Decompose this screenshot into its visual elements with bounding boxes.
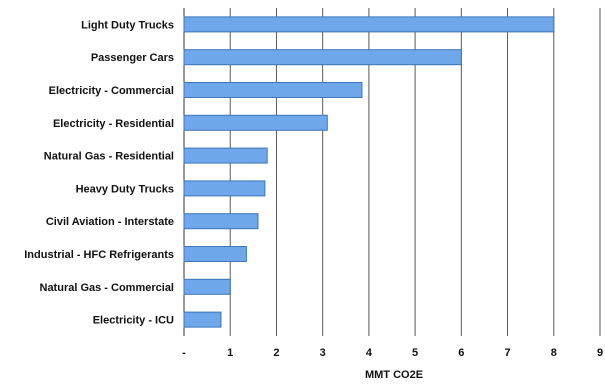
category-label: Light Duty Trucks <box>81 19 174 31</box>
category-label: Natural Gas - Residential <box>44 151 174 163</box>
x-tick-label: 2 <box>273 347 279 359</box>
x-tick-label: 9 <box>597 347 603 359</box>
x-tick-label: 8 <box>551 347 557 359</box>
bar-layer <box>183 16 555 328</box>
bar <box>183 278 231 295</box>
category-label-layer: Light Duty Trucks Passenger Cars Electrici… <box>24 19 174 326</box>
category-label: Electricity - ICU <box>93 315 174 327</box>
bar <box>183 246 247 262</box>
category-label: Industrial - HFC Refrigerants <box>24 249 174 261</box>
category-label: Passenger Cars <box>91 52 174 64</box>
bar <box>183 82 363 98</box>
category-label: Electricity - Residential <box>53 118 174 130</box>
x-tick-label: 4 <box>366 347 373 359</box>
tick-label-layer: - 1 2 3 4 5 6 7 8 9 <box>182 347 603 359</box>
x-axis-title: MMT CO2E <box>365 369 423 381</box>
bar <box>183 49 462 66</box>
bar <box>183 311 222 328</box>
bar <box>183 114 328 131</box>
x-tick-label: 3 <box>320 347 326 359</box>
x-tick-label: 6 <box>458 347 464 359</box>
x-tick-label: 5 <box>412 347 418 359</box>
x-tick-label: 1 <box>227 347 233 359</box>
bar <box>183 180 266 197</box>
category-label: Civil Aviation - Interstate <box>46 216 174 228</box>
category-label: Electricity - Commercial <box>49 85 174 97</box>
category-label: Natural Gas - Commercial <box>40 282 175 294</box>
bar <box>183 213 259 230</box>
x-tick-label: 7 <box>504 347 510 359</box>
bar <box>183 147 268 164</box>
category-label: Heavy Duty Trucks <box>76 183 174 195</box>
x-tick-label: - <box>182 347 186 359</box>
bar <box>183 16 555 33</box>
